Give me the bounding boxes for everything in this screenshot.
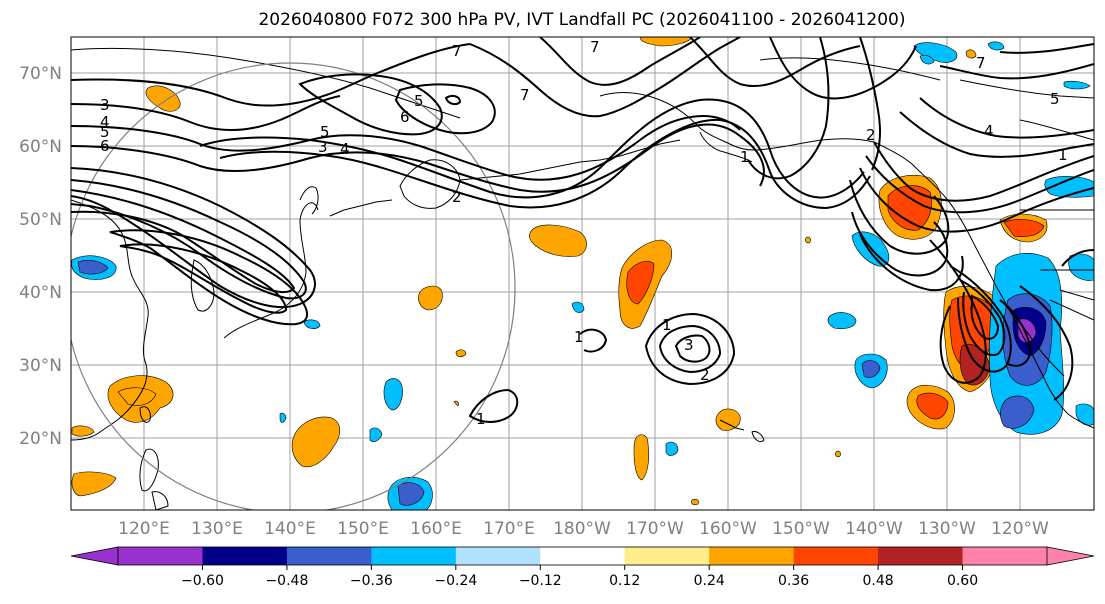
coastlines	[71, 47, 1094, 510]
lon-label: 120°E	[118, 519, 170, 539]
colorbar-extend-left	[70, 546, 119, 566]
lon-label: 180°W	[553, 519, 611, 539]
colorbar-tick-label: 0.24	[694, 573, 725, 589]
colorbar-tick-label: −0.12	[519, 573, 562, 589]
colorbar-border	[117, 546, 1048, 566]
contour-label: 3	[100, 96, 110, 114]
contour-label: 1	[740, 148, 750, 166]
figure-title: 2026040800 F072 300 hPa PV, IVT Landfall…	[258, 10, 905, 30]
contour-label: 3	[684, 336, 694, 354]
colorbar-segment	[624, 547, 710, 565]
contour-label: 2	[700, 366, 710, 384]
colorbar-segment	[962, 547, 1048, 565]
distance-circle	[71, 62, 516, 510]
colorbar-segment	[371, 547, 457, 565]
contour-label: 7	[452, 42, 462, 60]
colorbar-segment	[202, 547, 288, 565]
colorbar-tick-label: 0.48	[863, 573, 894, 589]
contour-label: 2	[452, 188, 462, 206]
colorbar-tick-label: 0.36	[778, 573, 809, 589]
pv-contour-labels: 3 4 5 6 5 3 4 6 5 7 7 7 1 1 3 2 1 2 1 5 …	[100, 38, 1068, 428]
colorbar-tick-label: 0.12	[609, 573, 640, 589]
longitude-labels: 120°E 130°E 140°E 150°E 160°E 170°E 180°…	[118, 519, 1049, 539]
colorbar-segment	[878, 547, 964, 565]
contour-label: 4	[340, 140, 350, 158]
colorbar-tick-label: −0.48	[265, 573, 308, 589]
lon-label: 130°W	[918, 519, 976, 539]
contour-label: 7	[976, 54, 986, 72]
lon-label: 140°E	[264, 519, 316, 539]
colorbar-segment	[118, 547, 203, 565]
colorbar-segment	[793, 547, 879, 565]
lat-label: 60°N	[19, 137, 62, 157]
lat-label: 30°N	[19, 356, 62, 376]
lon-label: 160°W	[699, 519, 757, 539]
lat-label: 40°N	[19, 283, 62, 303]
colorbar-tick-label: −0.24	[434, 573, 477, 589]
contour-label: 3	[318, 138, 328, 156]
lon-label: 120°W	[991, 519, 1049, 539]
map-frame	[70, 36, 1095, 511]
contour-label: 6	[400, 108, 410, 126]
colorbar-tick-label: −0.36	[350, 573, 393, 589]
latitude-labels: 70°N 60°N 50°N 40°N 30°N 20°N	[19, 64, 62, 449]
contour-label: 7	[590, 38, 600, 56]
contour-label: 2	[866, 126, 876, 144]
colorbar-segment	[455, 547, 541, 565]
pv-contours	[71, 37, 1094, 423]
lat-label: 20°N	[19, 429, 62, 449]
colorbar-segment	[540, 547, 626, 565]
contour-label: 6	[100, 137, 110, 155]
lat-label: 70°N	[19, 64, 62, 84]
colorbar: −0.60 −0.48 −0.36 −0.24 −0.12 0.12 0.24 0.36 0.4…	[70, 546, 1095, 589]
colorbar-tick-label: −0.60	[181, 573, 224, 589]
colorbar-extend-right	[1046, 546, 1095, 566]
lon-label: 160°E	[410, 519, 462, 539]
colorbar-segment	[286, 547, 372, 565]
lon-label: 170°E	[483, 519, 535, 539]
lon-label: 150°W	[772, 519, 830, 539]
lon-label: 150°E	[337, 519, 389, 539]
contour-label: 1	[662, 316, 672, 334]
lon-label: 130°E	[191, 519, 243, 539]
contour-label: 4	[984, 122, 994, 140]
contour-label: 5	[414, 92, 424, 110]
contour-label: 5	[1050, 90, 1060, 108]
colorbar-segment	[709, 547, 795, 565]
colorbar-tick-label: 0.60	[947, 573, 978, 589]
contour-label: 5	[320, 123, 330, 141]
contour-label: 4	[100, 113, 110, 131]
contour-label: 1	[574, 328, 584, 346]
contour-label: 5	[100, 123, 110, 141]
lat-label: 50°N	[19, 210, 62, 230]
lon-label: 170°W	[626, 519, 684, 539]
lon-label: 140°W	[845, 519, 903, 539]
contour-label: 7	[520, 86, 530, 104]
map-content: 3 4 5 6 5 3 4 6 5 7 7 7 1 1 3 2 1 2 1 5 …	[71, 37, 1094, 510]
contour-label: 1	[1058, 146, 1068, 164]
contour-label: 1	[476, 410, 486, 428]
